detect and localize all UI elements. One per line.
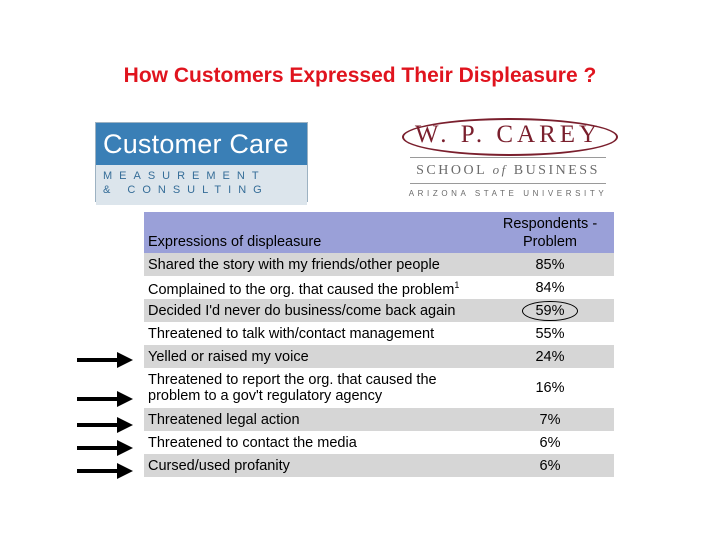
customer-care-logo: Customer Care MEASUREMENT & CONSULTING [95,122,308,205]
row-label: Threatened legal action [148,411,300,428]
row-label: Threatened to talk with/contact manageme… [148,325,435,342]
customer-care-logo-title: Customer Care [96,123,307,165]
table-header-row: Expressions of displeasure Respondents -… [144,212,614,253]
wp-carey-logo: W. P. CAREY SCHOOL of BUSINESS ARIZONA S… [396,116,620,210]
displeasure-table: Expressions of displeasure Respondents -… [144,212,614,477]
customer-care-logo-line2: MEASUREMENT [103,170,266,182]
footnote-marker: 1 [454,280,460,291]
row-value: 84% [535,279,565,296]
wp-carey-university: ARIZONA STATE UNIVERSITY [408,189,608,198]
table-row: Decided I'd never do business/come back … [144,299,614,322]
table-row: Yelled or raised my voice 24% [144,345,614,368]
header-respondents: Respondents - Problem [486,212,614,253]
customer-care-logo-line3: & CONSULTING [103,184,269,196]
row-value: 16% [535,380,565,396]
row-value: 55% [535,325,565,342]
row-label: Shared the story with my friends/other p… [148,256,440,273]
row-value: 6% [539,457,561,474]
table-row: Shared the story with my friends/other p… [144,253,614,276]
row-label: Cursed/used profanity [148,457,290,474]
slide-title: How Customers Expressed Their Displeasur… [123,64,597,87]
wp-carey-rule-bottom [410,183,606,184]
table-row: Threatened to contact the media 6% [144,431,614,454]
wp-carey-oval [402,118,618,156]
row-label-text: Complained to the org. that caused the p… [148,281,455,298]
wp-carey-rule-top [410,157,606,158]
arrow-right-icon [77,352,133,368]
circled-value: 59% [522,300,578,321]
table-row: Threatened to report the org. that cause… [144,368,614,408]
row-value: 24% [535,348,565,365]
arrow-right-icon [77,391,133,407]
header-respondents-line2: Problem [523,233,577,250]
row-label: Threatened to report the org. that cause… [148,372,437,404]
header-respondents-line1: Respondents - [502,215,598,232]
arrow-right-icon [77,440,133,456]
row-label: Decided I'd never do business/come back … [148,302,456,319]
row-value: 85% [535,256,565,273]
row-value: 59% [486,299,614,322]
row-value: 7% [539,411,561,428]
wp-carey-school: SCHOOL of BUSINESS [416,162,600,178]
customer-care-logo-subtitle: MEASUREMENT & CONSULTING [96,165,307,205]
row-label: Complained to the org. that caused the p… [144,276,486,299]
table-row: Cursed/used profanity 6% [144,454,614,477]
table-row: Threatened legal action 7% [144,408,614,431]
table-row: Complained to the org. that caused the p… [144,276,614,299]
row-label: Threatened to contact the media [148,434,357,451]
row-label: Yelled or raised my voice [148,348,309,365]
arrow-right-icon [77,417,133,433]
row-value: 6% [539,434,561,451]
arrow-right-icon [77,463,133,479]
header-expressions: Expressions of displeasure [148,234,322,250]
table-row: Threatened to talk with/contact manageme… [144,322,614,345]
wp-carey-name: W. P. CAREY [414,121,602,148]
